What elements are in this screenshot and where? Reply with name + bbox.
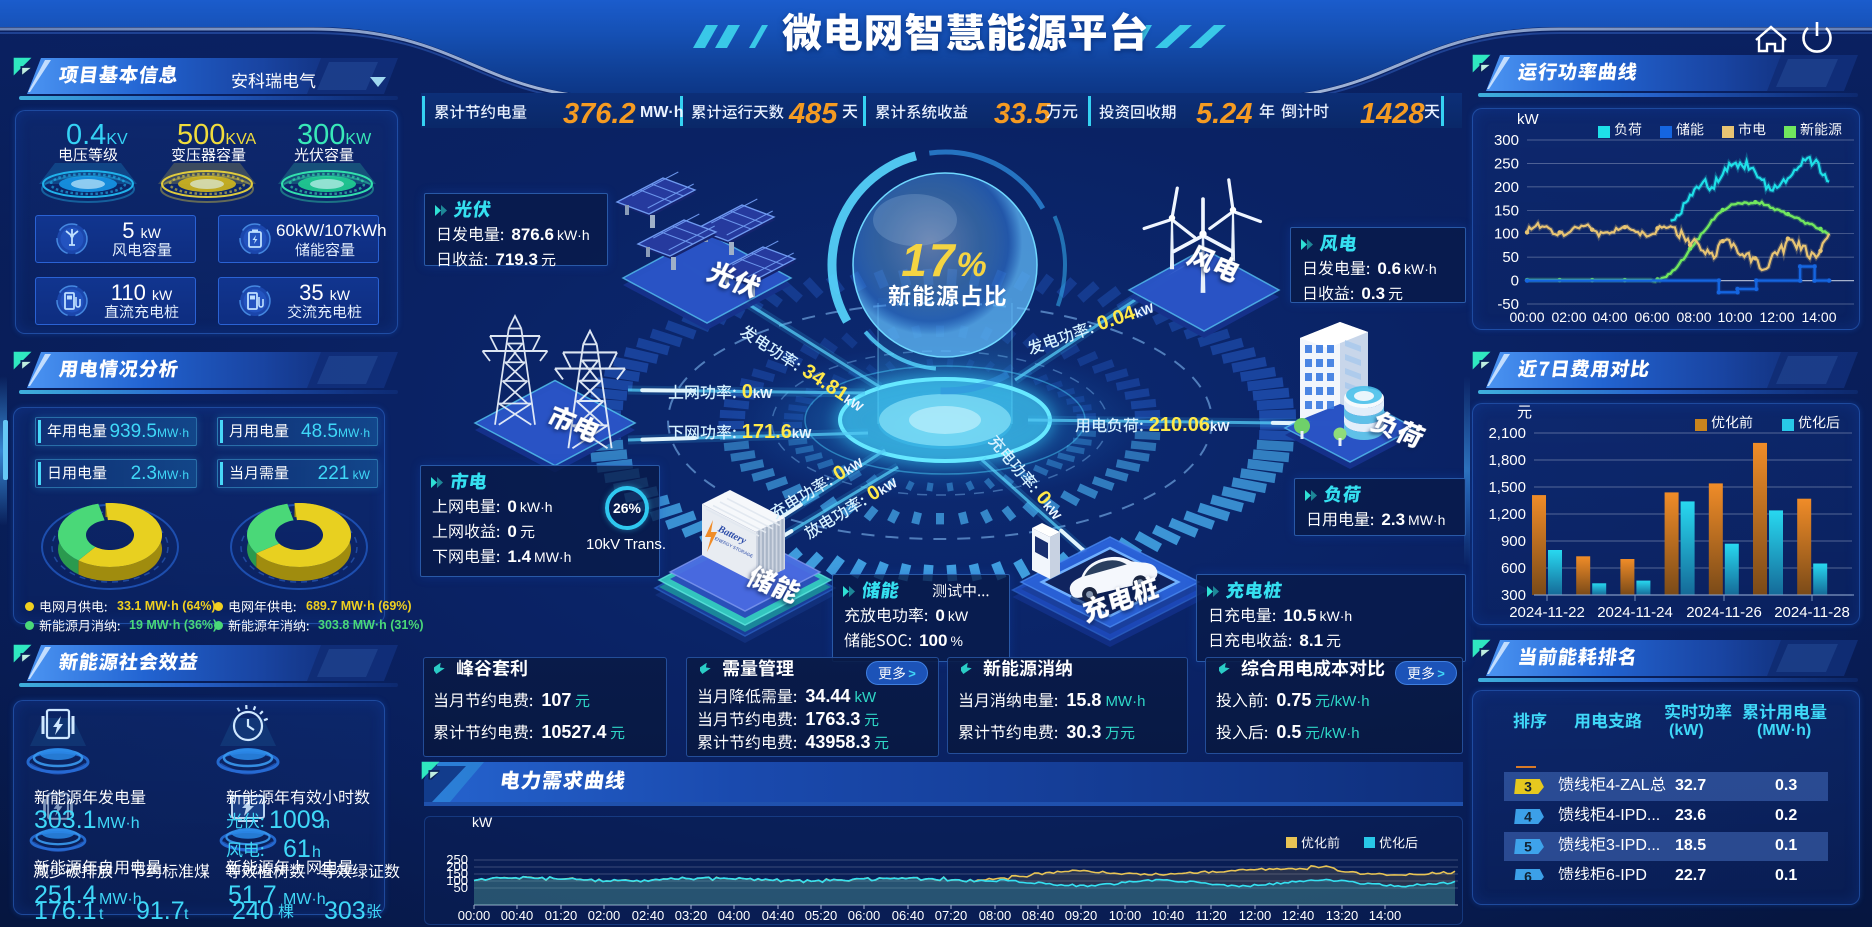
svg-text:02:00: 02:00 — [1551, 309, 1586, 325]
svg-text:50: 50 — [1502, 249, 1519, 266]
svg-text:200: 200 — [446, 859, 468, 874]
svg-text:600: 600 — [1501, 560, 1526, 577]
svg-text:0: 0 — [1511, 273, 1519, 290]
svg-text:10:00: 10:00 — [1109, 908, 1142, 923]
svg-text:kW: kW — [1517, 111, 1540, 128]
svg-text:250: 250 — [1494, 155, 1519, 172]
svg-text:2024-11-24: 2024-11-24 — [1597, 604, 1673, 621]
svg-text:100: 100 — [1494, 226, 1519, 243]
svg-text:kW: kW — [472, 815, 493, 830]
svg-text:12:00: 12:00 — [1239, 908, 1272, 923]
svg-text:00:40: 00:40 — [501, 908, 534, 923]
svg-text:50: 50 — [454, 880, 468, 895]
svg-text:5: 5 — [1524, 839, 1532, 855]
svg-text:900: 900 — [1501, 533, 1526, 550]
svg-text:1,200: 1,200 — [1488, 506, 1526, 523]
svg-text:2024-11-28: 2024-11-28 — [1774, 604, 1850, 621]
svg-text:04:00: 04:00 — [1592, 309, 1627, 325]
svg-text:2024-11-22: 2024-11-22 — [1509, 604, 1585, 621]
svg-text:03:20: 03:20 — [675, 908, 708, 923]
svg-text:14:00: 14:00 — [1801, 309, 1836, 325]
svg-text:00:00: 00:00 — [458, 908, 491, 923]
svg-text:14:00: 14:00 — [1369, 908, 1402, 923]
svg-text:300: 300 — [1494, 132, 1519, 149]
svg-text:06:00: 06:00 — [1634, 309, 1669, 325]
svg-text:2024-11-26: 2024-11-26 — [1686, 604, 1762, 621]
svg-text:01:20: 01:20 — [545, 908, 578, 923]
svg-text:08:00: 08:00 — [979, 908, 1012, 923]
svg-text:-50: -50 — [1497, 296, 1519, 313]
svg-text:250: 250 — [446, 852, 468, 867]
svg-text:06:40: 06:40 — [892, 908, 925, 923]
svg-text:12:00: 12:00 — [1759, 309, 1794, 325]
svg-text:04:40: 04:40 — [762, 908, 795, 923]
svg-text:1,500: 1,500 — [1488, 479, 1526, 496]
svg-text:08:40: 08:40 — [1022, 908, 1055, 923]
svg-text:300: 300 — [1501, 587, 1526, 604]
svg-text:4: 4 — [1524, 809, 1532, 825]
svg-text:05:20: 05:20 — [805, 908, 838, 923]
svg-text:06:00: 06:00 — [848, 908, 881, 923]
svg-text:6: 6 — [1524, 869, 1532, 881]
svg-text:02:40: 02:40 — [632, 908, 665, 923]
svg-text:11:20: 11:20 — [1195, 908, 1227, 923]
svg-text:元: 元 — [1517, 404, 1532, 421]
svg-text:1,800: 1,800 — [1488, 452, 1526, 469]
svg-text:00:00: 00:00 — [1509, 309, 1544, 325]
svg-text:04:00: 04:00 — [718, 908, 751, 923]
svg-text:13:20: 13:20 — [1326, 908, 1359, 923]
svg-text:2,100: 2,100 — [1488, 425, 1526, 442]
svg-text:3: 3 — [1524, 779, 1532, 795]
svg-text:150: 150 — [446, 866, 468, 881]
svg-text:10:00: 10:00 — [1717, 309, 1752, 325]
svg-text:12:40: 12:40 — [1282, 908, 1315, 923]
svg-text:02:00: 02:00 — [588, 908, 621, 923]
svg-text:09:20: 09:20 — [1065, 908, 1098, 923]
svg-text:07:20: 07:20 — [935, 908, 968, 923]
svg-text:08:00: 08:00 — [1676, 309, 1711, 325]
svg-text:10:40: 10:40 — [1152, 908, 1185, 923]
svg-text:100: 100 — [446, 873, 468, 888]
svg-text:200: 200 — [1494, 179, 1519, 196]
svg-text:150: 150 — [1494, 202, 1519, 219]
